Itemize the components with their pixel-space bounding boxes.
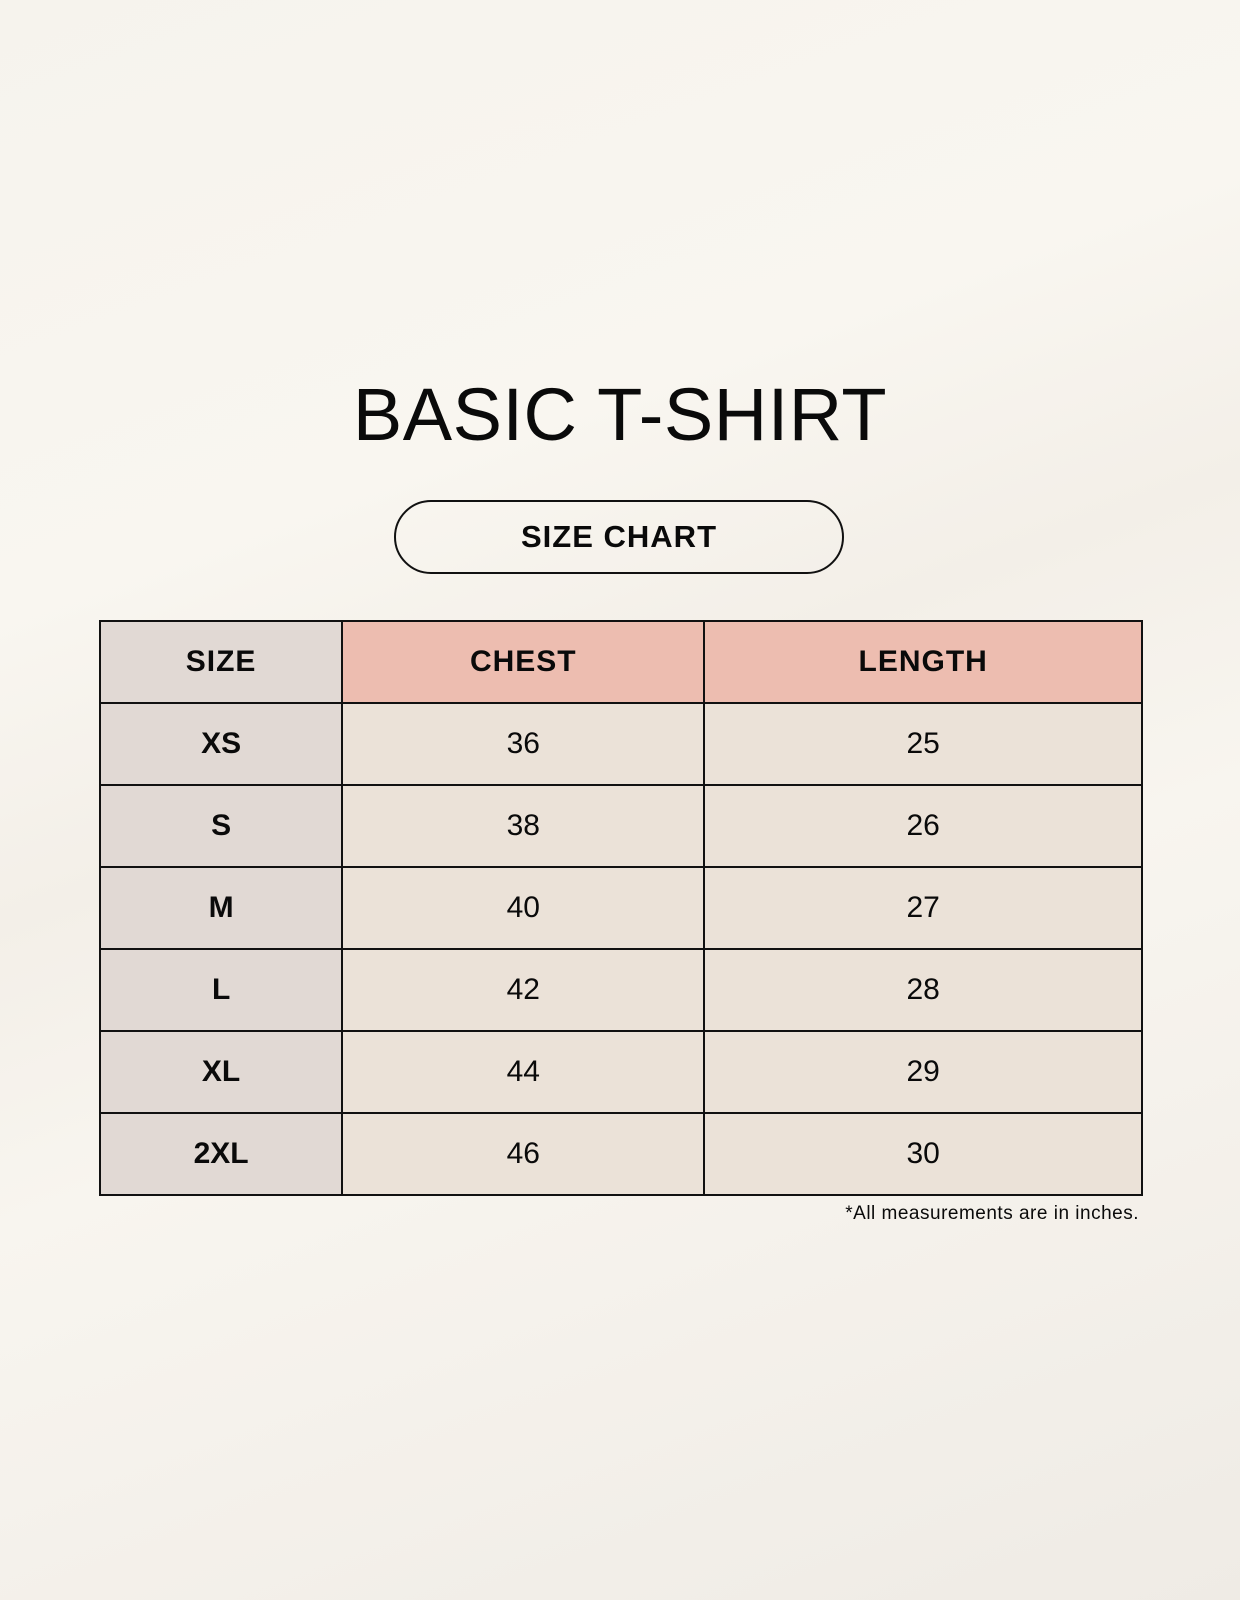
table-row: XS 36 25	[98, 702, 1143, 786]
table-row: 2XL 46 30	[98, 1112, 1143, 1196]
footnote: *All measurements are in inches.	[845, 1203, 1139, 1224]
cell-size: S	[98, 784, 344, 868]
cell-chest: 42	[341, 948, 706, 1032]
table-row: L 42 28	[98, 948, 1143, 1032]
page-title: BASIC T-SHIRT	[352, 373, 888, 456]
cell-size: M	[98, 866, 344, 950]
cell-length: 29	[703, 1030, 1143, 1114]
cell-size: 2XL	[98, 1112, 344, 1196]
header-length: LENGTH	[703, 620, 1143, 704]
cell-size: L	[98, 948, 344, 1032]
table-row: XL 44 29	[98, 1030, 1143, 1114]
cell-length: 27	[703, 866, 1143, 950]
header-row: SIZE CHEST LENGTH	[98, 620, 1143, 704]
cell-chest: 46	[341, 1112, 706, 1196]
header-chest: CHEST	[341, 620, 706, 704]
table-row: M 40 27	[98, 866, 1143, 950]
cell-chest: 44	[341, 1030, 706, 1114]
cell-chest: 38	[341, 784, 706, 868]
cell-length: 25	[703, 702, 1143, 786]
cell-length: 26	[703, 784, 1143, 868]
cell-chest: 40	[341, 866, 706, 950]
cell-chest: 36	[341, 702, 706, 786]
header-size: SIZE	[98, 620, 344, 704]
cell-size: XS	[98, 702, 344, 786]
size-chart-label: SIZE CHART	[394, 500, 844, 574]
table-row: S 38 26	[98, 784, 1143, 868]
cell-length: 30	[703, 1112, 1143, 1196]
cell-size: XL	[98, 1030, 344, 1114]
cell-length: 28	[703, 948, 1143, 1032]
size-table: SIZE CHEST LENGTH XS 36 25 S 38 26 M 40 27 L 42 28 X…	[98, 620, 1143, 1196]
